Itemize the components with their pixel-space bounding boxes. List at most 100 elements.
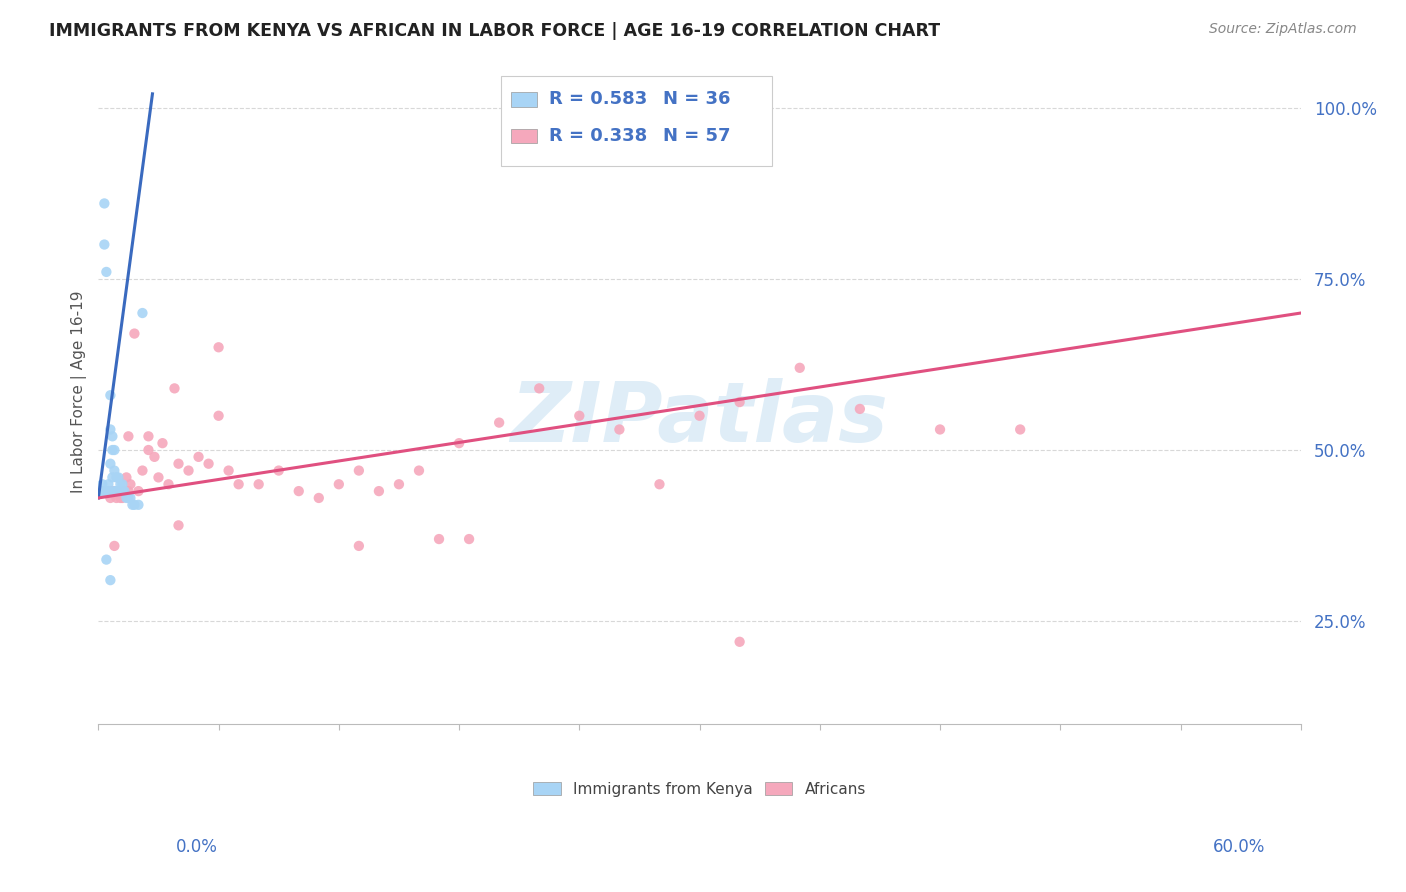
Text: 0.0%: 0.0% [176,838,218,856]
Africans [112,484,135,499]
Immigrants from Kenya [120,491,142,505]
Africans [228,477,250,491]
Africans [177,464,200,478]
Africans [163,381,186,395]
Africans [267,464,290,478]
Immigrants from Kenya [103,484,125,499]
Africans [789,360,811,375]
Africans [101,484,124,499]
Africans [408,464,430,478]
Africans [367,484,389,499]
Immigrants from Kenya [100,573,122,587]
Immigrants from Kenya [103,464,125,478]
Africans [117,484,139,499]
Africans [103,539,125,553]
Immigrants from Kenya [115,491,138,505]
Africans [120,477,142,491]
Text: Source: ZipAtlas.com: Source: ZipAtlas.com [1209,22,1357,37]
Africans [117,429,139,443]
Africans [347,464,370,478]
Africans [728,395,751,409]
Text: R = 0.583: R = 0.583 [550,90,648,109]
Immigrants from Kenya [107,484,129,499]
Immigrants from Kenya [96,265,118,279]
Text: N = 36: N = 36 [664,90,731,109]
FancyBboxPatch shape [501,76,772,166]
Immigrants from Kenya [89,484,111,499]
Africans [218,464,240,478]
Immigrants from Kenya [105,470,128,484]
Africans [427,532,450,546]
Africans [107,484,129,499]
Africans [197,457,219,471]
Text: R = 0.338: R = 0.338 [550,127,648,145]
Immigrants from Kenya [96,484,118,499]
Africans [529,381,551,395]
Immigrants from Kenya [110,477,132,491]
Immigrants from Kenya [101,470,124,484]
Africans [111,491,134,505]
Africans [93,484,115,499]
Immigrants from Kenya [101,429,124,443]
Immigrants from Kenya [91,484,114,499]
Africans [110,491,132,505]
Africans [449,436,471,450]
Africans [157,477,180,491]
Immigrants from Kenya [112,484,135,499]
Text: 60.0%: 60.0% [1213,838,1265,856]
Immigrants from Kenya [97,477,120,491]
Immigrants from Kenya [103,443,125,458]
Immigrants from Kenya [101,443,124,458]
Africans [287,484,309,499]
Africans [103,484,125,499]
Legend: Immigrants from Kenya, Africans: Immigrants from Kenya, Africans [527,775,872,803]
Africans [929,422,952,436]
Immigrants from Kenya [100,388,122,402]
Immigrants from Kenya [96,552,118,566]
Africans [138,443,160,458]
FancyBboxPatch shape [510,128,537,144]
Africans [1010,422,1032,436]
Africans [308,491,330,505]
Africans [849,401,872,416]
Text: N = 57: N = 57 [664,127,731,145]
Africans [100,491,122,505]
Africans [167,457,190,471]
Point [728,635,751,649]
Immigrants from Kenya [117,491,139,505]
Africans [187,450,209,464]
Immigrants from Kenya [121,498,143,512]
Africans [138,429,160,443]
Africans [127,484,149,499]
Immigrants from Kenya [124,498,146,512]
Africans [124,326,146,341]
Africans [207,409,229,423]
Immigrants from Kenya [131,306,153,320]
Africans [207,340,229,354]
Africans [388,477,411,491]
Immigrants from Kenya [100,457,122,471]
Immigrants from Kenya [105,484,128,499]
Immigrants from Kenya [127,498,149,512]
Point [458,532,481,546]
Africans [143,450,166,464]
FancyBboxPatch shape [510,92,537,107]
Africans [488,416,510,430]
Immigrants from Kenya [91,477,114,491]
Africans [568,409,591,423]
Africans [648,477,671,491]
Africans [609,422,631,436]
Immigrants from Kenya [111,477,134,491]
Africans [131,464,153,478]
Africans [167,518,190,533]
Africans [247,477,270,491]
Y-axis label: In Labor Force | Age 16-19: In Labor Force | Age 16-19 [72,291,87,493]
Africans [347,539,370,553]
Immigrants from Kenya [107,470,129,484]
Immigrants from Kenya [107,484,129,499]
Immigrants from Kenya [100,422,122,436]
Immigrants from Kenya [97,484,120,499]
Immigrants from Kenya [93,237,115,252]
Immigrants from Kenya [111,484,134,499]
Text: ZIPatlas: ZIPatlas [510,378,889,458]
